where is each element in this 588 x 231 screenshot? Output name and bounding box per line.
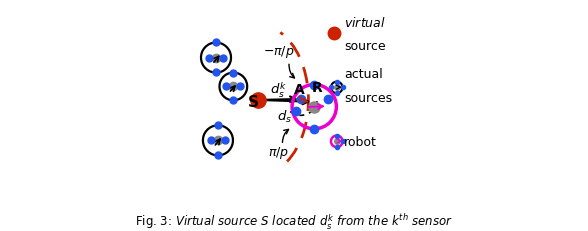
Text: source: source bbox=[344, 39, 386, 52]
Text: robot: robot bbox=[344, 135, 377, 148]
Text: $\pi/p$: $\pi/p$ bbox=[268, 144, 289, 160]
Text: A: A bbox=[294, 83, 305, 97]
Text: $d_s^k$: $d_s^k$ bbox=[270, 80, 287, 100]
Text: $d_s$: $d_s$ bbox=[277, 109, 292, 125]
Text: Fig. 3: $\mathit{Virtual\ source\ S\ located}\ d_s^k\ \mathit{from\ the}\ k^{th}: Fig. 3: $\mathit{Virtual\ source\ S\ loc… bbox=[135, 212, 453, 231]
Text: $-\pi/p$: $-\pi/p$ bbox=[263, 44, 295, 60]
Text: actual: actual bbox=[344, 68, 383, 81]
Text: $\mathit{virtual}$: $\mathit{virtual}$ bbox=[344, 16, 386, 30]
Text: R: R bbox=[312, 81, 322, 95]
Text: sources: sources bbox=[344, 91, 392, 104]
Text: S: S bbox=[248, 95, 259, 110]
